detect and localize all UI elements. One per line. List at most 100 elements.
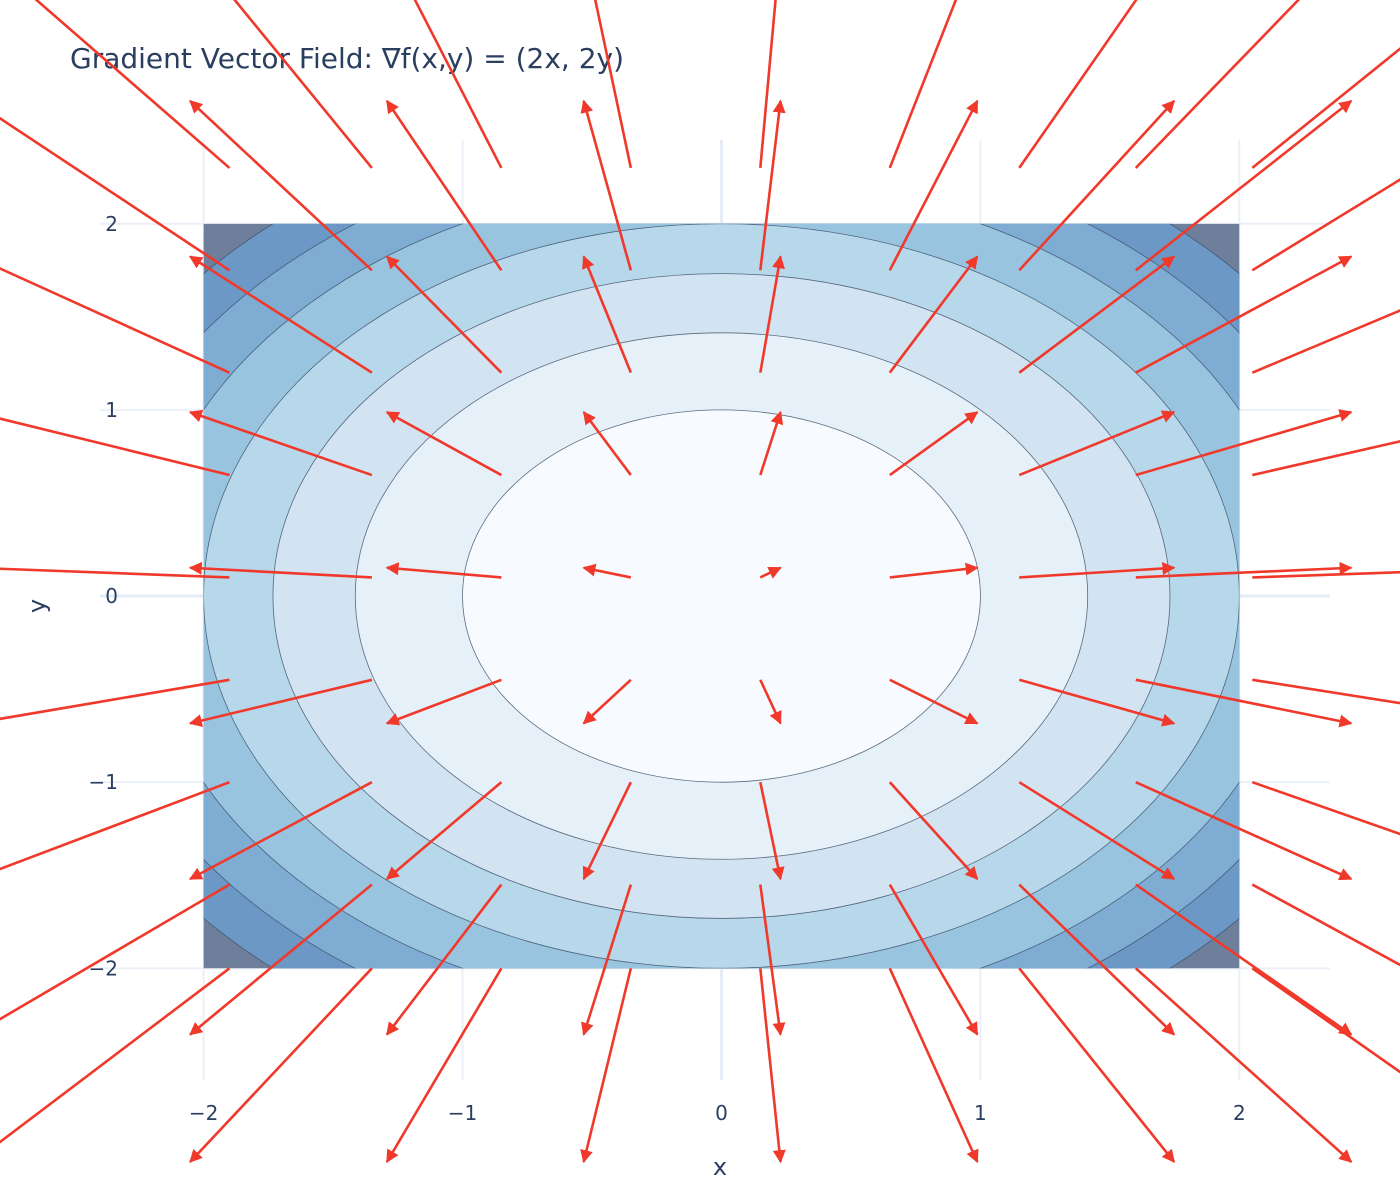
gradient-arrow xyxy=(0,567,230,579)
gradient-arrow xyxy=(1251,47,1400,169)
gradient-arrow xyxy=(759,255,785,373)
chart-title: Gradient Vector Field: ∇f(x,y) = (2x, 2y… xyxy=(70,42,625,75)
gradient-arrows xyxy=(0,0,1400,1164)
gradient-arrow xyxy=(1018,883,1176,1036)
gradient-arrow xyxy=(0,417,230,477)
gradient-arrow xyxy=(188,409,373,477)
gradient-arrow xyxy=(1135,561,1353,579)
gradient-arrow xyxy=(581,884,633,1036)
gradient-arrow xyxy=(1252,440,1400,477)
gradient-arrow xyxy=(0,116,231,272)
gradient-arrow xyxy=(189,883,373,1036)
x-tick-label: −1 xyxy=(448,1101,477,1125)
gradient-arrow xyxy=(1018,99,1176,272)
gradient-arrow xyxy=(888,883,979,1036)
gradient-arrow xyxy=(593,0,633,169)
gradient-arrow xyxy=(759,566,782,579)
gradient-arrow xyxy=(759,679,782,725)
gradient-arrow xyxy=(582,678,632,725)
gradient-arrow xyxy=(1135,780,1353,881)
x-axis-title: x xyxy=(713,1153,727,1181)
gradient-arrow xyxy=(1134,0,1301,169)
gradient-arrow xyxy=(385,410,502,477)
gradient-arrow xyxy=(1251,309,1400,374)
tick-labels: −2 −1 0 1 2 −2 −1 0 1 2 xyxy=(89,212,1246,1125)
gradient-arrow xyxy=(888,781,979,880)
x-tick-label: 2 xyxy=(1233,1101,1246,1125)
gradient-arrow xyxy=(385,967,503,1164)
x-tick-label: −2 xyxy=(189,1101,218,1125)
contour-fill xyxy=(203,223,1240,969)
gradient-arrow xyxy=(0,267,231,374)
gradient-arrow xyxy=(1135,678,1353,728)
gradient-arrow xyxy=(188,678,373,727)
gradient-arrow xyxy=(580,99,633,271)
gradient-arrow xyxy=(759,410,784,476)
gradient-arrow xyxy=(0,678,230,721)
gradient-arrow xyxy=(233,0,373,169)
gradient-arrow xyxy=(759,0,777,169)
gradient-arrow xyxy=(0,883,231,1021)
gradient-arrow xyxy=(582,411,632,476)
gradient-arrow xyxy=(759,99,786,271)
gradient-arrow xyxy=(1019,561,1176,579)
y-tick-label: 1 xyxy=(105,398,118,422)
contour-level xyxy=(462,409,981,783)
y-tick-label: −2 xyxy=(89,956,118,980)
gradient-arrow xyxy=(188,781,373,881)
gradient-arrow xyxy=(1018,967,1176,1163)
gradient-arrow xyxy=(34,0,231,169)
gradient-arrow xyxy=(1018,0,1138,169)
gradient-arrow xyxy=(1252,570,1400,579)
gradient-arrow xyxy=(188,561,372,579)
gradient-arrow xyxy=(580,968,633,1164)
gradient-arrow xyxy=(189,99,373,272)
gradient-arrow xyxy=(1135,255,1353,374)
y-tick-label: −1 xyxy=(89,770,118,794)
gradient-arrow xyxy=(889,678,979,725)
gradient-arrow xyxy=(888,0,958,169)
gradient-arrow xyxy=(413,0,503,169)
gradient-arrow xyxy=(582,563,632,579)
y-axis-title: y xyxy=(23,599,51,613)
gradient-arrow xyxy=(385,678,502,726)
gradient-arrow xyxy=(385,883,503,1036)
x-tick-label: 1 xyxy=(974,1101,987,1125)
gradient-arrow xyxy=(0,967,231,1144)
gradient-arrow xyxy=(1018,678,1176,727)
gradient-arrow xyxy=(1018,410,1176,477)
gradient-arrow xyxy=(888,99,979,271)
gradient-arrow xyxy=(582,255,633,374)
gradient-arrow xyxy=(189,967,373,1163)
gradient-arrow xyxy=(759,968,786,1164)
y-tick-label: 2 xyxy=(105,212,118,236)
gradient-arrow xyxy=(1251,967,1400,1074)
gradient-arrow xyxy=(888,255,979,374)
gradient-arrow xyxy=(385,99,503,272)
gradient-arrow xyxy=(1135,883,1353,1036)
gradient-arrow xyxy=(1134,967,1353,1163)
gradient-arrow xyxy=(385,562,502,579)
gradient-arrow xyxy=(1018,255,1176,374)
x-tick-label: 0 xyxy=(715,1101,728,1125)
gradient-arrow xyxy=(1252,678,1400,705)
gradient-arrow xyxy=(582,781,633,881)
gradient-arrow xyxy=(889,562,979,579)
gradient-arrow xyxy=(0,780,230,871)
gradient-arrow xyxy=(1251,883,1400,967)
gradient-arrow xyxy=(1251,780,1400,836)
gradient-arrow xyxy=(888,967,979,1164)
y-tick-label: 0 xyxy=(105,584,118,608)
gradient-arrow xyxy=(759,781,785,881)
gradient-arrow xyxy=(189,255,373,374)
gradient-arrow xyxy=(1018,781,1176,881)
gradient-arrow xyxy=(889,411,979,477)
gradient-arrow xyxy=(385,781,503,880)
gradient-arrow xyxy=(385,255,503,374)
gradient-arrow xyxy=(759,884,786,1036)
gradient-arrow xyxy=(1135,409,1353,477)
gradient-arrow xyxy=(1134,99,1353,272)
gradient-arrow xyxy=(1251,178,1400,272)
